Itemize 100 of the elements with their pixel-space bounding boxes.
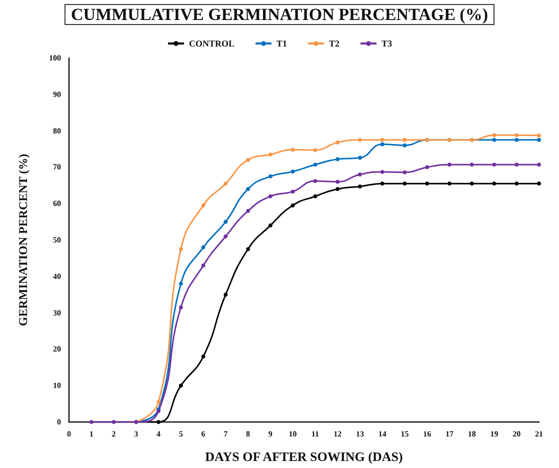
point — [514, 138, 519, 142]
y-tick-label: 10 — [53, 381, 61, 390]
point — [336, 180, 340, 184]
x-tick-label: 14 — [378, 430, 386, 438]
x-tick-label: 4 — [156, 430, 161, 438]
point — [492, 182, 496, 186]
point — [313, 179, 318, 184]
x-tick-label: 9 — [268, 430, 272, 438]
point — [178, 305, 183, 310]
point — [492, 138, 496, 142]
point — [537, 138, 541, 142]
x-tick-label: 19 — [490, 430, 498, 438]
x-tick-label: 17 — [445, 430, 454, 438]
point — [380, 142, 384, 146]
point — [178, 384, 183, 388]
x-tick-label: 21 — [535, 430, 543, 438]
point — [246, 208, 250, 213]
point — [268, 194, 272, 198]
y-tick-label: 20 — [53, 344, 61, 354]
point — [470, 162, 474, 167]
point — [358, 184, 362, 188]
y-tick-label: 80 — [53, 126, 61, 136]
point — [178, 282, 183, 286]
point — [336, 157, 340, 162]
point — [380, 182, 384, 186]
point — [537, 182, 541, 186]
legend-label: CONTROL — [188, 38, 235, 48]
point — [313, 162, 318, 167]
point — [246, 187, 250, 192]
point — [336, 187, 340, 192]
point — [224, 182, 228, 186]
point — [156, 420, 161, 424]
x-tick-label: 13 — [356, 430, 364, 438]
y-tick-label: 70 — [53, 162, 61, 172]
point — [201, 203, 206, 208]
point — [380, 138, 384, 142]
point — [447, 162, 452, 167]
point — [313, 194, 318, 198]
x-tick-label: 3 — [134, 430, 138, 438]
point — [89, 420, 94, 424]
x-tick-label: 8 — [246, 430, 250, 438]
point — [224, 220, 228, 224]
y-tick-label: 40 — [53, 272, 61, 281]
legend-label: T2 — [329, 38, 340, 48]
point — [201, 263, 206, 268]
y-tick-label: 60 — [53, 199, 61, 208]
chart-title: CUMMULATIVE GERMINATION PERCENTAGE (%) — [71, 5, 488, 24]
point — [268, 174, 272, 178]
point — [290, 203, 295, 208]
x-tick-label: 7 — [224, 430, 228, 438]
x-tick-label: 2 — [112, 430, 116, 438]
point — [156, 400, 161, 404]
y-tick-label: 90 — [53, 90, 61, 99]
point — [514, 162, 519, 167]
x-tick-label: 6 — [201, 430, 206, 438]
point — [425, 182, 430, 186]
point — [178, 247, 183, 252]
x-tick-label: 12 — [334, 430, 342, 438]
x-tick-label: 10 — [288, 430, 297, 438]
point — [358, 138, 362, 142]
legend-label: T1 — [276, 38, 288, 48]
point — [268, 152, 272, 156]
point — [492, 133, 496, 138]
point — [224, 234, 228, 238]
point — [290, 170, 295, 174]
point — [336, 140, 340, 144]
legend-label: T3 — [382, 38, 393, 48]
x-tick-label: 5 — [178, 430, 183, 438]
point — [537, 162, 541, 167]
x-tick-label: 11 — [311, 430, 319, 438]
y-tick-label: 100 — [49, 54, 61, 62]
point — [358, 156, 362, 160]
point — [402, 182, 407, 186]
point — [246, 158, 250, 162]
point — [492, 162, 496, 167]
x-tick-label: 1 — [89, 430, 94, 438]
x-tick-label: 0 — [67, 430, 71, 438]
x-tick-label: 15 — [400, 430, 409, 438]
point — [380, 170, 384, 174]
point — [537, 134, 541, 138]
point — [201, 354, 206, 358]
x-tick-label: 16 — [423, 430, 432, 438]
point — [402, 138, 407, 142]
point — [402, 170, 407, 174]
point — [290, 148, 295, 152]
y-tick-label: 0 — [57, 418, 61, 426]
point — [425, 165, 430, 170]
point — [402, 143, 407, 148]
point — [514, 182, 519, 186]
point — [201, 245, 206, 250]
y-tick-label: 50 — [53, 236, 61, 244]
point — [358, 172, 362, 176]
point — [313, 148, 318, 152]
point — [470, 182, 474, 186]
point — [514, 133, 519, 138]
x-tick-label: 20 — [512, 430, 521, 438]
point — [447, 182, 452, 186]
point — [268, 223, 272, 228]
y-axis-title: GERMINATION PERCENT (%) — [16, 154, 30, 326]
point — [246, 247, 250, 252]
